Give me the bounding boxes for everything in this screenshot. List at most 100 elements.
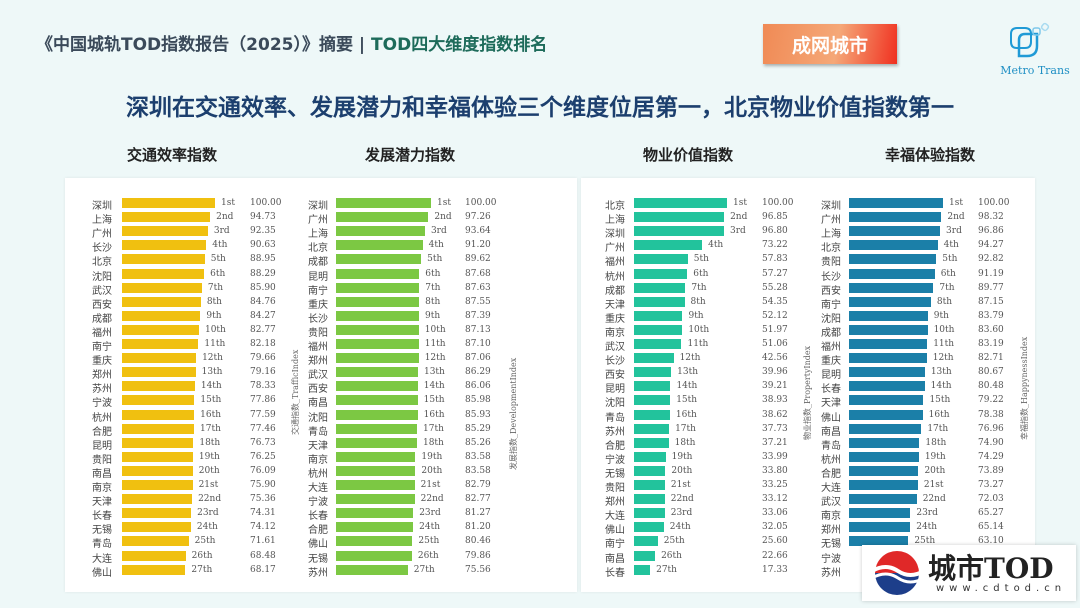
bar <box>336 324 419 335</box>
watermark-name: 城市TOD <box>928 552 1054 585</box>
value-label: 96.85 <box>762 212 788 223</box>
city-label: 长春 <box>92 511 112 523</box>
value-label: 73.89 <box>978 465 1004 476</box>
bar <box>336 353 419 364</box>
bar <box>849 522 911 533</box>
city-label: 西安 <box>92 299 112 311</box>
value-label: 87.06 <box>465 353 491 364</box>
city-label: 广州 <box>308 215 328 227</box>
rank-label: 8th <box>206 296 222 307</box>
value-label: 33.25 <box>762 480 788 490</box>
rank-label: 17th <box>200 423 221 434</box>
rank-label: 4th <box>428 240 444 251</box>
rank-label: 3rd <box>946 226 962 237</box>
value-label: 82.18 <box>250 339 276 349</box>
rank-label: 11th <box>424 339 446 349</box>
rank-label: 2nd <box>434 212 452 223</box>
city-label: 郑州 <box>92 370 112 382</box>
value-label: 87.10 <box>465 339 491 349</box>
value-label: 88.95 <box>250 254 276 265</box>
rank-label: 12th <box>932 353 954 364</box>
rank-label: 27th <box>191 564 213 575</box>
value-label: 91.19 <box>978 268 1004 279</box>
bar <box>634 451 666 462</box>
rank-label: 20th <box>421 465 443 476</box>
rank-label: 25th <box>914 536 936 547</box>
value-label: 96.80 <box>762 226 788 237</box>
rank-label: 16th <box>200 409 222 420</box>
city-label: 福州 <box>308 342 328 353</box>
rank-label: 22nd <box>670 494 694 505</box>
value-label: 51.97 <box>762 324 788 335</box>
bar <box>849 367 925 378</box>
value-label: 79.16 <box>250 367 276 378</box>
value-label: 65.14 <box>978 522 1004 533</box>
value-label: 82.71 <box>978 353 1004 364</box>
bar <box>336 480 415 490</box>
bar <box>122 339 199 349</box>
bar <box>634 339 682 349</box>
rank-label: 23rd <box>916 508 938 519</box>
city-label: 郑州 <box>821 525 841 537</box>
city-label: 深圳 <box>821 201 841 212</box>
value-label: 74.90 <box>978 437 1004 448</box>
value-label: 85.90 <box>250 282 276 293</box>
value-label: 42.56 <box>762 353 788 364</box>
chart-title-happiness: 幸福体验指数 <box>884 146 976 164</box>
rank-label: 20th <box>924 465 946 476</box>
bar <box>849 409 923 420</box>
bar <box>849 508 911 519</box>
value-label: 85.93 <box>465 409 491 420</box>
rank-label: 18th <box>925 437 947 448</box>
value-label: 87.55 <box>465 296 491 307</box>
city-label: 沈阳 <box>821 313 841 325</box>
city-label: 上海 <box>821 229 841 241</box>
rank-label: 26th <box>191 550 213 561</box>
bar <box>336 437 417 448</box>
value-label: 87.39 <box>465 310 491 321</box>
rank-label: 9th <box>206 310 222 321</box>
value-label: 82.79 <box>465 480 491 490</box>
value-label: 72.03 <box>978 494 1004 505</box>
rank-label: 3rd <box>730 226 746 237</box>
bar <box>122 550 186 561</box>
bar <box>849 536 909 547</box>
rank-label: 14th <box>200 381 222 392</box>
value-label: 87.15 <box>978 296 1004 307</box>
bar <box>336 367 418 378</box>
value-label: 88.29 <box>250 268 276 279</box>
rank-label: 26th <box>661 550 682 561</box>
bar <box>122 395 195 406</box>
rank-label: 10th <box>688 324 710 335</box>
rank-label: 4th <box>212 240 228 251</box>
bar <box>122 254 205 265</box>
rank-label: 3rd <box>430 226 447 237</box>
city-label: 南宁 <box>92 342 112 353</box>
rank-label: 7th <box>207 282 224 293</box>
city-label: 成都 <box>92 313 112 325</box>
bar <box>849 310 928 321</box>
city-label: 福州 <box>821 342 841 353</box>
rank-label: 12th <box>679 353 701 364</box>
rank-label: 25th <box>663 536 685 547</box>
value-label: 80.46 <box>465 536 491 547</box>
value-label: 100.00 <box>250 198 282 208</box>
rank-label: 17th <box>927 423 949 434</box>
bar <box>336 550 412 561</box>
city-label: 佛山 <box>605 525 625 537</box>
bar <box>122 508 192 519</box>
value-label: 75.36 <box>250 494 276 505</box>
city-label: 昆明 <box>605 384 625 396</box>
bar <box>634 198 727 208</box>
rank-label: 27th <box>413 564 435 575</box>
page-header: 《中国城轨TOD指数报告（2025）》摘要 | TOD四大维度指数排名 <box>36 30 547 55</box>
bar <box>634 564 651 575</box>
cdtod-watermark: 城市TOD www.cdtod.cn <box>862 545 1076 601</box>
bar <box>634 282 686 293</box>
value-label: 82.77 <box>465 494 491 505</box>
rank-label: 19th <box>421 451 443 462</box>
bar <box>122 465 193 476</box>
rank-label: 1st <box>437 198 451 208</box>
city-label: 贵阳 <box>92 454 112 466</box>
rank-label: 2nd <box>730 212 748 223</box>
